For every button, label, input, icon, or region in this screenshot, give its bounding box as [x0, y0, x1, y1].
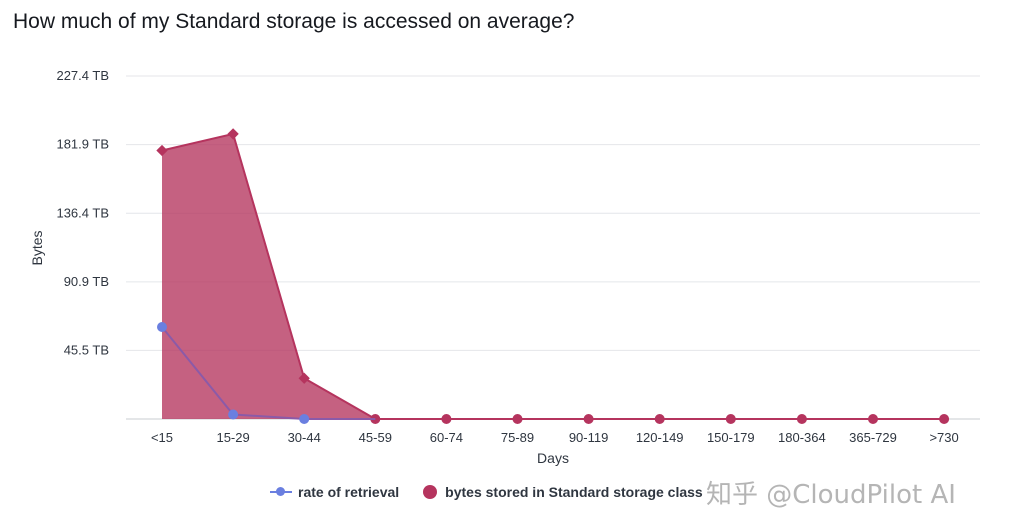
- legend-label-bytes-stored: bytes stored in Standard storage class: [445, 484, 703, 500]
- area-fill-bytes-stored: [162, 133, 945, 419]
- data-point-bytes-stored: [441, 414, 452, 424]
- data-point-rate-of-retrieval: [228, 409, 239, 420]
- data-point-bytes-stored: [725, 414, 736, 424]
- y-tick-label: 136.4 TB: [56, 205, 109, 220]
- x-tick-label: <15: [151, 430, 173, 445]
- data-point-bytes-stored: [939, 414, 950, 424]
- y-axis-title: Bytes: [29, 230, 45, 265]
- x-tick-label: 75-89: [501, 430, 534, 445]
- data-point-rate-of-retrieval: [157, 321, 167, 332]
- data-point-bytes-stored: [654, 414, 665, 424]
- x-tick-label: 180-364: [778, 430, 826, 445]
- y-tick-label: 45.5 TB: [64, 342, 109, 357]
- line-marker-icon: [270, 486, 292, 498]
- y-tick-label: 181.9 TB: [56, 137, 109, 152]
- x-tick-label: 120-149: [636, 430, 684, 445]
- y-tick-label: 90.9 TB: [64, 274, 109, 289]
- x-tick-label: 365-729: [849, 430, 897, 445]
- data-point-bytes-stored: [583, 414, 594, 424]
- data-point-rate-of-retrieval: [299, 414, 310, 424]
- data-point-bytes-stored: [298, 372, 310, 384]
- data-point-bytes-stored: [227, 128, 239, 140]
- x-tick-label: 15-29: [216, 430, 249, 445]
- series-line-bytes-stored: [161, 132, 945, 420]
- chart-legend: rate of retrieval bytes stored in Standa…: [270, 484, 727, 500]
- legend-item-rate-of-retrieval[interactable]: rate of retrieval: [270, 484, 399, 500]
- data-point-bytes-stored: [156, 144, 168, 157]
- data-point-bytes-stored: [796, 414, 807, 424]
- series-line-rate-of-retrieval: [161, 326, 376, 420]
- legend-label-rate-of-retrieval: rate of retrieval: [298, 484, 400, 500]
- chart-title: How much of my Standard storage is acces…: [13, 10, 575, 33]
- x-tick-label: 90-119: [569, 430, 609, 445]
- circle-marker-icon: [423, 485, 438, 499]
- data-point-bytes-stored: [512, 414, 523, 424]
- x-tick-label: 150-179: [707, 430, 755, 445]
- watermark: 知乎 @CloudPilot AI: [706, 480, 956, 510]
- x-tick-label: >730: [929, 430, 958, 445]
- x-axis-title: Days: [537, 450, 569, 466]
- data-point-bytes-stored: [868, 414, 878, 424]
- x-tick-label: 60-74: [430, 430, 463, 445]
- x-tick-label: 45-59: [359, 430, 392, 445]
- x-tick-label: 30-44: [288, 430, 321, 445]
- y-tick-label: 227.4 TB: [56, 68, 109, 83]
- legend-item-bytes-stored[interactable]: bytes stored in Standard storage class: [423, 484, 703, 500]
